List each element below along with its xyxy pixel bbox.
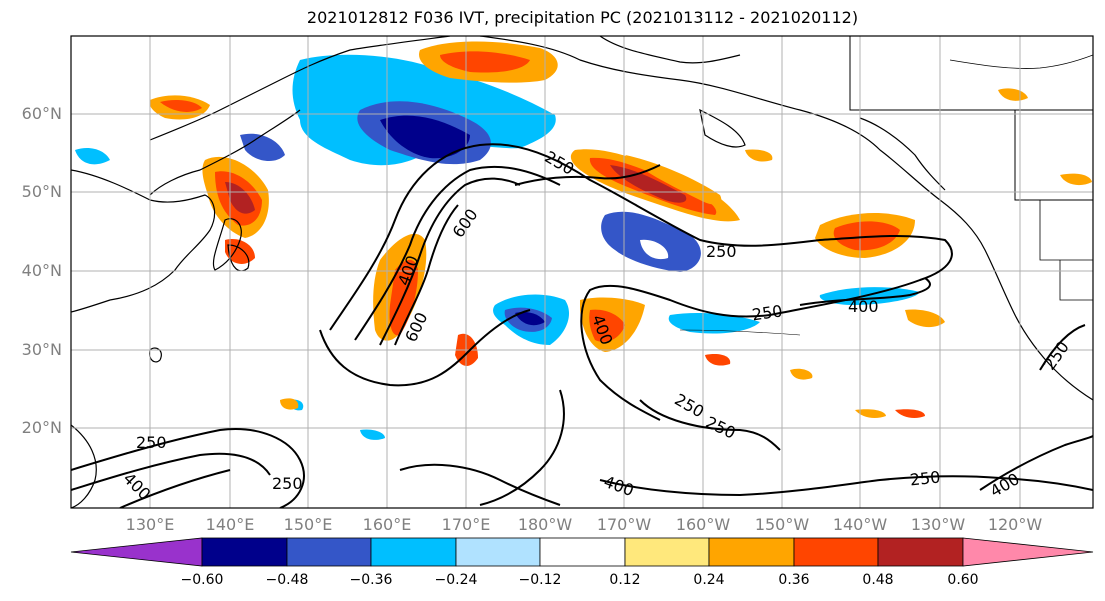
ivt-contours [71,143,1093,508]
lon-label: 150°W [754,515,810,534]
contour-label: 250 [272,474,303,493]
colorbar-tick-label: 0.36 [778,572,810,588]
map-frame [70,35,1094,509]
lon-label: 140°W [832,515,888,534]
negative-precip-shading [75,54,920,440]
colorbar-extend-high [962,537,1094,567]
lon-label: 140°E [205,515,255,534]
positive-precip-shading [149,41,1092,418]
contour-label: 250 [751,301,784,324]
lon-label: 130°E [125,515,175,534]
colorbar-bin [539,537,626,567]
coastlines [71,36,1093,508]
colorbar-bin [201,537,288,567]
lon-label: 120°W [987,515,1043,534]
colorbar-bin [455,537,541,567]
colorbar-tick-label: −0.60 [180,572,224,588]
colorbar-tick-label: −0.36 [349,572,393,588]
contour-label: 400 [848,297,879,316]
colorbar [70,537,1094,567]
colorbar-tick-label: 0.48 [862,572,894,588]
colorbar-bin [708,537,795,567]
lat-label: 40°N [21,261,62,280]
colorbar-bin [793,537,879,567]
contour-label: 250 [706,242,737,261]
lon-label: 170°W [596,515,652,534]
colorbar-tick-label: −0.12 [518,572,562,588]
colorbar-bin [624,537,710,567]
colorbar-bin [370,537,457,567]
map-title: 2021012812 F036 IVT, precipitation PC (2… [306,8,859,27]
colorbar-extend-low [70,537,203,567]
lon-label: 150°E [283,515,333,534]
colorbar-bin [286,537,372,567]
lon-label: 170°E [441,515,491,534]
colorbar-bin [877,537,964,567]
contour-label: 250 [136,433,167,452]
colorbar-tick-label: 0.12 [609,572,641,588]
lat-label: 30°N [21,340,62,359]
colorbar-tick-label: −0.48 [265,572,309,588]
lon-label: 130°W [910,515,966,534]
lat-label: 20°N [21,418,62,437]
colorbar-tick-label: 0.60 [947,572,979,588]
lat-label: 60°N [21,104,62,123]
lon-label: 160°W [675,515,731,534]
colorbar-tick-label: −0.24 [434,572,478,588]
contour-label: 250 [909,467,941,489]
colorbar-tick-label: 0.24 [693,572,725,588]
lon-label: 180°W [517,515,573,534]
lon-label: 160°E [362,515,412,534]
lat-label: 50°N [21,182,62,201]
graticule [71,36,1093,508]
